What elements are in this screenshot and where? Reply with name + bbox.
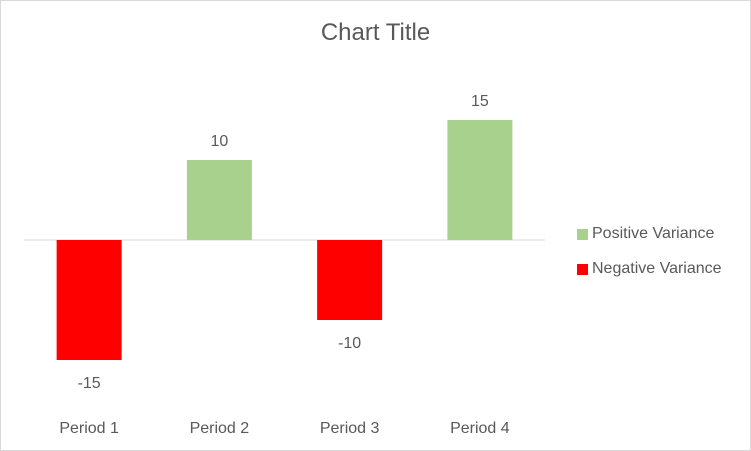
bar-period-3: [317, 240, 383, 320]
legend-swatch-negative: [577, 263, 588, 275]
legend: Positive Variance Negative Variance: [577, 225, 722, 295]
bar-period-1: [56, 240, 122, 360]
x-tick-label: Period 2: [190, 420, 250, 437]
x-tick-label: Period 3: [320, 420, 380, 437]
data-label-period-4: 15: [471, 93, 489, 110]
legend-item-positive: Positive Variance: [577, 225, 722, 243]
bar-period-2: [186, 160, 252, 240]
x-tick-label: Period 4: [450, 420, 510, 437]
data-label-period-2: 10: [210, 133, 228, 150]
legend-item-negative: Negative Variance: [577, 260, 722, 278]
bar-period-4: [447, 120, 513, 240]
legend-label-negative: Negative Variance: [592, 260, 722, 277]
legend-label-positive: Positive Variance: [592, 225, 715, 242]
data-label-period-3: -10: [338, 335, 361, 352]
chart-title: Chart Title: [320, 19, 431, 46]
legend-swatch-positive: [577, 228, 588, 240]
x-tick-label: Period 1: [59, 420, 119, 437]
data-label-period-1: -15: [78, 375, 101, 392]
